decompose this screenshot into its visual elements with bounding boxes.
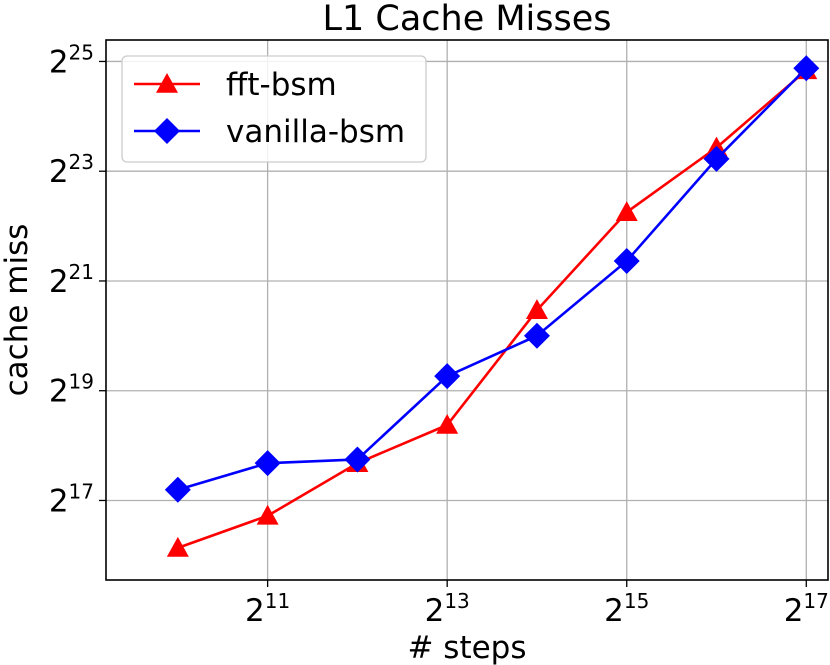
y-axis-label: cache miss [0,224,35,397]
x-tick-label: 211 [245,589,290,629]
legend-marker [156,73,178,93]
x-tick-label: 213 [425,589,470,629]
series-layer [164,55,820,557]
y-tick-label: 217 [49,479,94,519]
series-vanilla-bsm [164,55,820,503]
data-point [703,145,730,172]
y-tick-label: 219 [49,370,94,410]
x-ticks: 211 213 215 217 [245,580,829,629]
data-point [166,536,189,557]
legend-marker [154,118,180,144]
plot-frame [105,39,829,581]
tick-exponent: 15 [624,589,649,613]
tick-exponent: 11 [265,589,290,613]
tick-exponent: 19 [69,370,94,394]
data-point [434,363,461,390]
tick-exponent: 13 [444,589,469,613]
tick-base: 2 [604,593,624,629]
legend-box [121,55,427,163]
chart-title: L1 Cache Misses [322,0,611,39]
data-point [164,476,191,503]
data-point [256,504,279,525]
x-axis-label: # steps [407,630,526,665]
tick-base: 2 [245,593,265,629]
tick-base: 2 [49,264,69,300]
data-point [613,247,640,274]
data-point [615,201,638,221]
tick-base: 2 [49,374,69,410]
legend: fft-bsm vanilla-bsm [121,55,427,163]
tick-exponent: 23 [69,150,94,174]
grid-layer [106,40,828,580]
data-point [523,322,550,349]
data-point [254,450,281,477]
tick-base: 2 [49,44,69,80]
y-tick-label: 225 [49,40,94,80]
y-tick-label: 223 [49,150,94,190]
data-point [344,446,371,473]
data-point [525,299,548,319]
legend-label: fft-bsm [226,67,337,103]
tick-exponent: 17 [803,589,828,613]
x-tick-label: 215 [604,589,649,629]
tick-base: 2 [49,483,69,519]
legend-entry-fft-bsm: fft-bsm [134,67,337,103]
series-line [177,69,808,550]
legend-label: vanilla-bsm [226,114,405,150]
series-line [177,67,808,492]
tick-exponent: 21 [69,260,94,284]
y-tick-label: 221 [49,260,94,300]
tick-exponent: 25 [69,40,94,64]
tick-base: 2 [49,154,69,190]
tick-base: 2 [784,593,804,629]
tick-base: 2 [425,593,445,629]
x-tick-label: 217 [784,589,829,629]
data-point [793,55,820,82]
tick-exponent: 17 [69,479,94,503]
legend-entry-vanilla-bsm: vanilla-bsm [134,114,405,150]
data-point [436,414,459,434]
